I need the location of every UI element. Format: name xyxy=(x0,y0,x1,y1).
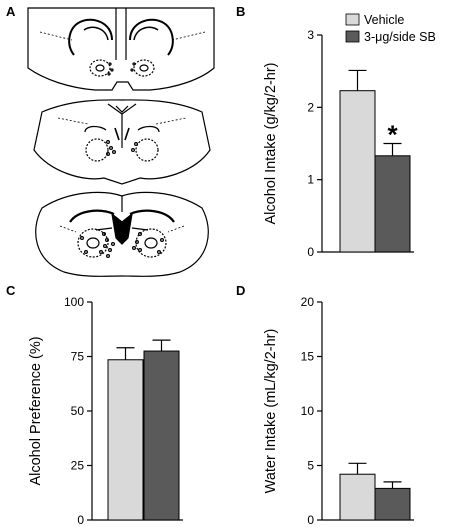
bar-vehicle xyxy=(107,359,144,521)
panel-label-b: B xyxy=(236,4,245,19)
bar-sb xyxy=(374,487,411,521)
legend: Vehicle 3-μg/side SB xyxy=(345,13,436,44)
y-tick-label: 15 xyxy=(301,350,315,364)
y-tick-label: 50 xyxy=(71,404,85,418)
y-tick-label: 100 xyxy=(64,295,84,309)
y-tick-label: 0 xyxy=(307,513,314,527)
brain-section-3 xyxy=(35,191,209,277)
y-axis-label: Alcohol Preference (%) xyxy=(28,336,44,485)
legend-swatch-vehicle xyxy=(345,13,360,26)
y-tick-label: 0 xyxy=(307,245,314,259)
y-tick-label: 75 xyxy=(71,350,85,364)
y-tick-label: 10 xyxy=(301,404,315,418)
y-tick-label: 5 xyxy=(307,459,314,473)
legend-label-sb: 3-μg/side SB xyxy=(364,30,436,44)
panel-label-a: A xyxy=(6,4,16,19)
chart-alcohol-intake: 0 1 2 3 Alcohol Intake (g/kg/2-hr) * xyxy=(263,28,414,259)
y-tick-label: 2 xyxy=(307,100,314,114)
bar-sb xyxy=(143,350,180,521)
y-tick-label: 1 xyxy=(307,173,314,187)
chart-alcohol-preference: 0 25 50 75 100 Alcohol Preference (%) xyxy=(28,295,183,527)
y-tick-label: 3 xyxy=(307,28,314,42)
y-axis-label: Water Intake (mL/kg/2-hr) xyxy=(263,329,279,494)
chart-water-intake: 0 5 10 15 20 Water Intake (mL/kg/2-hr) xyxy=(263,295,414,527)
legend-swatch-sb xyxy=(345,30,360,43)
brain-section-1 xyxy=(27,7,215,91)
bar-sb xyxy=(374,155,411,253)
brain-sections xyxy=(27,7,215,277)
y-tick-label: 25 xyxy=(71,459,85,473)
bar-vehicle xyxy=(339,473,376,521)
panel-label-c: C xyxy=(6,283,16,298)
y-tick-label: 20 xyxy=(301,295,315,309)
legend-label-vehicle: Vehicle xyxy=(364,13,404,27)
y-axis-label: Alcohol Intake (g/kg/2-hr) xyxy=(263,63,279,225)
brain-section-2 xyxy=(33,99,211,185)
y-tick-label: 0 xyxy=(77,513,84,527)
significance-marker: * xyxy=(387,120,398,150)
panel-label-d: D xyxy=(236,283,245,298)
bar-vehicle xyxy=(339,90,376,253)
